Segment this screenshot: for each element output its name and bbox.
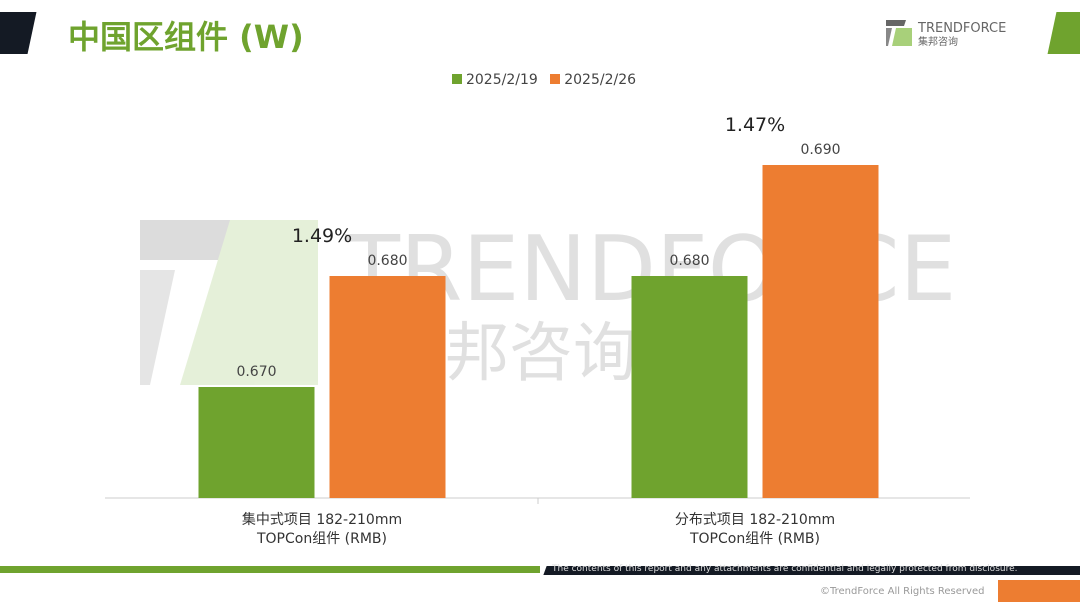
- data-label: 0.690: [800, 142, 840, 158]
- change-annotation: 1.49%: [292, 225, 352, 247]
- category-label: TOPCon组件 (RMB): [256, 531, 387, 547]
- data-label: 0.670: [236, 364, 276, 380]
- svg-text:邦咨询: 邦咨询: [445, 317, 637, 391]
- trendforce-logo: TRENDFORCE 集邦咨询: [884, 18, 1014, 48]
- footer-green-bar: [0, 566, 540, 573]
- bar: [762, 165, 879, 498]
- svg-text:TRENDFORCE: TRENDFORCE: [917, 21, 1006, 36]
- footer-orange-block: [998, 580, 1080, 602]
- legend-label-1: 2025/2/19: [465, 72, 538, 88]
- data-label: 0.680: [367, 253, 407, 269]
- bar: [198, 387, 315, 498]
- change-annotation: 1.47%: [725, 114, 785, 136]
- bar: [631, 276, 748, 498]
- data-label: 0.680: [669, 253, 709, 269]
- svg-text:集邦咨询: 集邦咨询: [918, 35, 958, 48]
- legend-swatch-1: [451, 74, 462, 84]
- copyright: ©TrendForce All Rights Reserved: [820, 586, 985, 597]
- category-label: 集中式项目 182-210mm: [242, 511, 402, 528]
- category-label: 分布式项目 182-210mm: [675, 512, 835, 528]
- legend-label-2: 2025/2/26: [564, 72, 637, 88]
- category-label: TOPCon组件 (RMB): [689, 531, 820, 547]
- disclaimer: The contents of this report and any atta…: [552, 564, 1018, 574]
- legend-swatch-2: [550, 74, 561, 84]
- chart-legend: 2025/2/19 2025/2/26: [0, 72, 1080, 88]
- bar: [329, 276, 446, 498]
- page-title: 中国区组件 (W): [68, 18, 304, 56]
